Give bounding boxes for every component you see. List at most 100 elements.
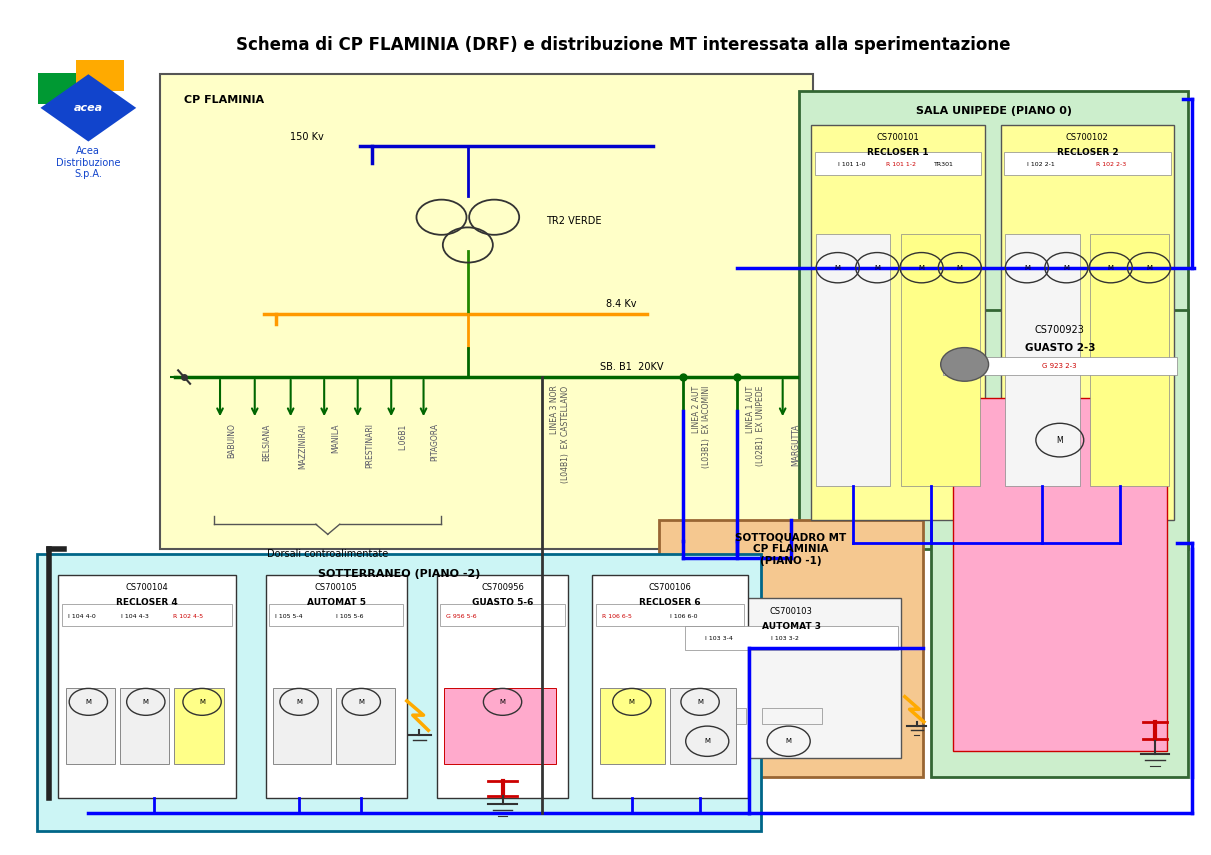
FancyBboxPatch shape [592, 575, 748, 798]
Text: M: M [85, 699, 91, 705]
Text: Schema di CP FLAMINIA (DRF) e distribuzione MT interessata alla sperimentazione: Schema di CP FLAMINIA (DRF) e distribuzi… [236, 36, 1011, 54]
Text: I 104 4-3: I 104 4-3 [121, 614, 149, 619]
FancyBboxPatch shape [684, 626, 897, 650]
Text: PITAGORA: PITAGORA [431, 423, 440, 462]
FancyBboxPatch shape [1000, 125, 1175, 520]
Text: M: M [199, 699, 205, 705]
Text: I 102 2-1: I 102 2-1 [1027, 162, 1055, 167]
FancyBboxPatch shape [953, 398, 1167, 752]
Text: CS700102: CS700102 [1066, 133, 1109, 142]
FancyBboxPatch shape [62, 604, 233, 626]
Text: CS700105: CS700105 [315, 583, 357, 593]
FancyBboxPatch shape [762, 708, 822, 724]
FancyBboxPatch shape [943, 357, 1177, 375]
Text: SOTTOQUADRO MT
CP FLAMINIA
(PIANO -1): SOTTOQUADRO MT CP FLAMINIA (PIANO -1) [735, 533, 846, 566]
Text: Dorsali controalimentate: Dorsali controalimentate [268, 550, 389, 559]
Text: M: M [918, 265, 924, 271]
FancyBboxPatch shape [160, 74, 813, 550]
Text: R 101 1-2: R 101 1-2 [885, 162, 916, 167]
FancyBboxPatch shape [681, 598, 901, 758]
Text: MANILA: MANILA [332, 423, 340, 453]
FancyBboxPatch shape [659, 520, 923, 776]
FancyBboxPatch shape [437, 575, 568, 798]
Text: TR301: TR301 [934, 162, 953, 167]
Text: GUASTO 2-3: GUASTO 2-3 [1025, 344, 1095, 353]
FancyBboxPatch shape [444, 688, 556, 764]
Text: M: M [1023, 265, 1029, 271]
FancyBboxPatch shape [1004, 151, 1171, 175]
Text: RECLOSER 1: RECLOSER 1 [867, 148, 929, 157]
Text: SOTTERRANEO (PIANO -2): SOTTERRANEO (PIANO -2) [317, 569, 481, 579]
FancyBboxPatch shape [931, 310, 1188, 776]
Text: M: M [1146, 265, 1152, 271]
Text: (L03B1)  EX IACOMINI: (L03B1) EX IACOMINI [702, 386, 712, 468]
Text: CS700101: CS700101 [877, 133, 919, 142]
Text: RECLOSER 2: RECLOSER 2 [1056, 148, 1118, 157]
Text: MARGUTTA: MARGUTTA [791, 423, 800, 466]
Text: 8.4 Kv: 8.4 Kv [606, 299, 636, 309]
Text: SB. B1  20KV: SB. B1 20KV [599, 362, 662, 372]
FancyBboxPatch shape [1005, 234, 1079, 486]
FancyBboxPatch shape [65, 688, 115, 764]
FancyBboxPatch shape [799, 91, 1188, 550]
Text: M: M [1108, 265, 1114, 271]
FancyBboxPatch shape [670, 688, 736, 764]
Text: 150 Kv: 150 Kv [291, 132, 325, 142]
Text: M: M [295, 699, 302, 705]
Text: M: M [698, 699, 704, 705]
FancyBboxPatch shape [815, 151, 981, 175]
FancyBboxPatch shape [337, 688, 395, 764]
Text: M: M [1063, 265, 1069, 271]
Text: MAZZINIRAI: MAZZINIRAI [298, 423, 306, 469]
Text: BABUINO: BABUINO [228, 423, 236, 458]
FancyBboxPatch shape [685, 708, 746, 724]
FancyBboxPatch shape [599, 688, 665, 764]
Text: TR2 VERDE: TR2 VERDE [546, 216, 601, 227]
FancyBboxPatch shape [174, 688, 224, 764]
Text: BELSIANA: BELSIANA [262, 423, 271, 461]
Text: CS700106: CS700106 [649, 583, 691, 593]
FancyBboxPatch shape [265, 575, 407, 798]
Text: M: M [500, 699, 505, 705]
Text: LINEA 1 AUT: LINEA 1 AUT [746, 386, 754, 433]
Polygon shape [38, 73, 82, 103]
Text: (L04B1)  EX CASTELLANO: (L04B1) EX CASTELLANO [561, 386, 570, 482]
FancyBboxPatch shape [901, 234, 980, 486]
Text: G 956 5-6: G 956 5-6 [447, 614, 477, 619]
Text: SALA UNIPEDE (PIANO 0): SALA UNIPEDE (PIANO 0) [916, 106, 1072, 116]
FancyBboxPatch shape [58, 575, 236, 798]
Text: M: M [957, 265, 963, 271]
Text: R 102 2-3: R 102 2-3 [1096, 162, 1126, 167]
Text: M: M [629, 699, 635, 705]
FancyBboxPatch shape [120, 688, 170, 764]
Text: M: M [874, 265, 880, 271]
Text: I 101 1-0: I 101 1-0 [838, 162, 865, 167]
Text: L.06B1: L.06B1 [398, 423, 407, 450]
FancyBboxPatch shape [269, 604, 403, 626]
Text: G 923 2-3: G 923 2-3 [1043, 363, 1077, 369]
Text: LINEA 2 AUT: LINEA 2 AUT [691, 386, 701, 433]
Text: I 105 5-4: I 105 5-4 [275, 614, 303, 619]
Text: M: M [786, 738, 792, 744]
Text: CS700104: CS700104 [126, 583, 168, 593]
Text: R 106 6-5: R 106 6-5 [602, 614, 632, 619]
Text: LINEA 3 NOR: LINEA 3 NOR [551, 386, 559, 434]
Text: I 105 5-6: I 105 5-6 [337, 614, 363, 619]
Text: M: M [705, 738, 711, 744]
Text: GUASTO 5-6: GUASTO 5-6 [472, 598, 533, 607]
FancyBboxPatch shape [811, 125, 985, 520]
Polygon shape [40, 74, 136, 142]
Text: M: M [143, 699, 149, 705]
FancyBboxPatch shape [36, 554, 762, 831]
Text: R 102 4-5: R 102 4-5 [173, 614, 203, 619]
Text: I 103 3-2: I 103 3-2 [770, 636, 798, 641]
Polygon shape [76, 60, 125, 91]
Text: RECLOSER 6: RECLOSER 6 [639, 598, 701, 607]
Text: CS700103: CS700103 [770, 607, 813, 616]
Text: acea: acea [74, 103, 103, 113]
Text: CS700956: CS700956 [481, 583, 524, 593]
Circle shape [941, 348, 988, 381]
FancyBboxPatch shape [1090, 234, 1170, 486]
FancyBboxPatch shape [596, 604, 745, 626]
Text: I 106 6-0: I 106 6-0 [670, 614, 698, 619]
